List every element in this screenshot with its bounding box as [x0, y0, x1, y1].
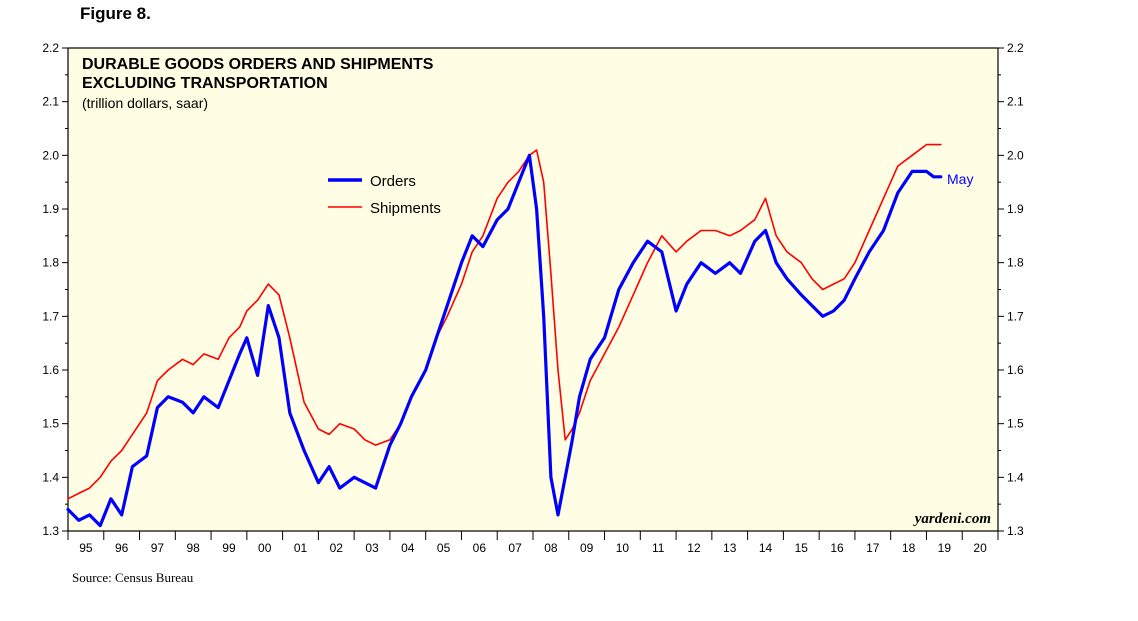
- x-tick-label: 18: [902, 541, 916, 555]
- x-tick-label: 08: [544, 541, 558, 555]
- figure-label: Figure 8.: [80, 4, 151, 23]
- x-tick-label: 19: [938, 541, 952, 555]
- series-line-shipments: [67, 143, 942, 500]
- y-tick-label-left: 1.3: [42, 524, 59, 538]
- y-tick-label-right: 1.6: [1007, 363, 1024, 377]
- x-tick-label: 16: [830, 541, 844, 555]
- x-tick-label: 98: [187, 541, 201, 555]
- x-tick-label: 10: [616, 541, 630, 555]
- y-tick-label-left: 1.5: [42, 417, 59, 431]
- x-tick-label: 02: [330, 541, 344, 555]
- series-line-orders: [66, 153, 943, 528]
- x-tick-label: 20: [973, 541, 987, 555]
- y-tick-label-left: 2.0: [42, 148, 59, 162]
- y-tick-label-right: 2.0: [1007, 148, 1024, 162]
- y-tick-label-left: 1.4: [42, 470, 59, 484]
- end-annotation: May: [947, 171, 973, 187]
- x-tick-label: 95: [79, 541, 93, 555]
- y-tick-label-right: 1.9: [1007, 202, 1024, 216]
- y-tick-label-right: 2.1: [1007, 95, 1024, 109]
- x-tick-label: 12: [687, 541, 701, 555]
- x-tick-label: 15: [795, 541, 809, 555]
- x-tick-label: 97: [151, 541, 165, 555]
- y-tick-label-right: 1.4: [1007, 470, 1024, 484]
- x-tick-label: 00: [258, 541, 272, 555]
- y-tick-label-left: 1.6: [42, 363, 59, 377]
- chart-title: DURABLE GOODS ORDERS AND SHIPMENTS: [82, 56, 434, 73]
- x-tick-label: 04: [401, 541, 415, 555]
- legend: Orders Shipments: [328, 173, 441, 217]
- x-tick-label: 01: [294, 541, 308, 555]
- y-tick-label-left: 2.2: [42, 41, 59, 55]
- y-tick-label-right: 2.2: [1007, 41, 1024, 55]
- y-tick-label-left: 1.8: [42, 256, 59, 270]
- legend-orders-label: Orders: [370, 173, 416, 190]
- chart-title-line2: EXCLUDING TRANSPORTATION: [82, 75, 328, 92]
- x-tick-label: 05: [437, 541, 451, 555]
- plot-area: [67, 47, 999, 532]
- y-tick-label-right: 1.8: [1007, 256, 1024, 270]
- y-tick-label-left: 2.1: [42, 95, 59, 109]
- x-tick-label: 14: [759, 541, 773, 555]
- y-tick-label-left: 1.7: [42, 309, 59, 323]
- x-tick-label: 13: [723, 541, 737, 555]
- chart-subtitle: (trillion dollars, saar): [82, 95, 208, 111]
- series-layer: [66, 143, 943, 528]
- axes: 1.3 1.3 1.4 1.4 1.5 1.5 1.6 1.6 1.7 1.7 1.8 1.8 1.9 1…: [42, 41, 1024, 555]
- y-tick-label-right: 1.7: [1007, 309, 1024, 323]
- x-tick-label: 09: [580, 541, 594, 555]
- source-note: Source: Census Bureau: [72, 570, 194, 585]
- watermark: yardeni.com: [913, 511, 991, 527]
- y-tick-label-right: 1.5: [1007, 417, 1024, 431]
- x-tick-label: 03: [365, 541, 379, 555]
- chart: 1.3 1.3 1.4 1.4 1.5 1.5 1.6 1.6 1.7 1.7 1.8 1.8 1.9 1…: [42, 41, 1024, 555]
- y-tick-label-right: 1.3: [1007, 524, 1024, 538]
- x-tick-label: 17: [866, 541, 880, 555]
- x-tick-label: 06: [473, 541, 487, 555]
- x-tick-label: 99: [222, 541, 236, 555]
- x-tick-label: 07: [508, 541, 522, 555]
- legend-shipments-label: Shipments: [370, 200, 441, 217]
- y-tick-label-left: 1.9: [42, 202, 59, 216]
- x-tick-label: 96: [115, 541, 129, 555]
- x-tick-label: 11: [652, 541, 665, 555]
